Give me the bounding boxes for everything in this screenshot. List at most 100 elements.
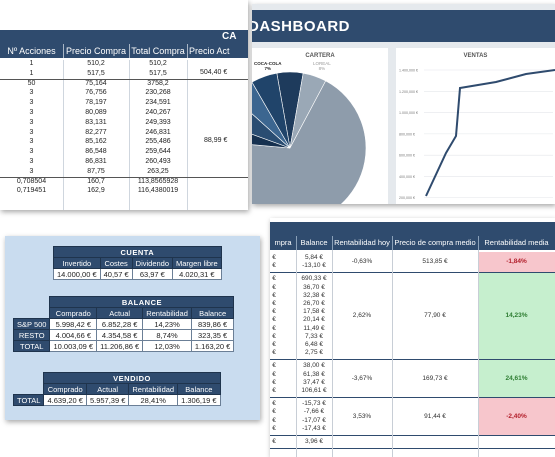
rentabilidad-media-value: 24,61%: [505, 374, 528, 382]
table-row: 3 82,277 246,831: [29, 128, 171, 136]
pie-label-loreal: LOREAL 8%: [313, 61, 331, 71]
table-row: 3 78,197 234,591: [29, 99, 171, 107]
col-header-compra[interactable]: mpra: [270, 236, 297, 250]
cuenta-costes: 40,57 €: [99, 268, 133, 280]
compra-cell: €: [272, 349, 276, 357]
rent-hoy-cell: -3,67%: [351, 374, 373, 382]
compra-cell: €: [272, 408, 276, 416]
column-divider: [332, 250, 333, 457]
table-row: 0,719451 162,9 116,4380019: [16, 187, 179, 195]
account-summary-panel: CUENTA Invertido Costes Dividendo Margen…: [5, 236, 260, 420]
purchases-table-body: 1 510,2 510,2 1 517,5 517,5 50 75,164 3758,2 3 76,…: [0, 60, 248, 197]
vendido-table: VENDIDO Comprado Actual Rentabilidad Bal…: [12, 372, 221, 406]
compra-cell: €: [272, 275, 276, 283]
rentabilidad-media-cell: 14,23%: [478, 273, 555, 360]
compra-cell: €: [272, 416, 276, 424]
cuenta-table: CUENTA Invertido Costes Dividendo Margen…: [53, 246, 222, 280]
rent-hoy-cell: 2,62%: [352, 312, 372, 320]
compra-cell: €: [272, 262, 276, 270]
compra-cell: €: [272, 387, 276, 394]
balance-cell: 5,84 €: [304, 254, 324, 261]
vendido-header-actual: Actual: [85, 383, 130, 395]
profitability-table-panel: mpra Balance Rentabilidad hoy Precio de …: [270, 218, 555, 457]
purchases-table-panel: CA Nº Acciones Precio Compra Total Compr…: [0, 0, 248, 210]
balance-header-comprado: Comprado: [49, 307, 98, 319]
vendido-header-balance: Balance: [177, 383, 221, 395]
compra-cell: €: [272, 291, 276, 299]
precio-actual-1: 504,40 €: [200, 69, 228, 76]
pie-slice: [252, 72, 291, 149]
precio-medio-cell: 513,85 €: [422, 258, 448, 266]
cuenta-header-margen: Margen libre: [172, 257, 222, 269]
balance-cell: 6,48 €: [304, 341, 324, 348]
compra-cell: €: [272, 370, 276, 378]
compra-cell: €: [272, 324, 276, 332]
col-header-precio-compra[interactable]: Precio Compra: [63, 44, 130, 58]
col-header-rentabilidad-hoy[interactable]: Rentabilidad hoy: [332, 236, 393, 250]
compra-cell: €: [272, 438, 276, 445]
balance-cell: 61,38 €: [303, 370, 325, 378]
rentabilidad-media-cell: -2,40%: [478, 398, 555, 435]
compra-cell: €: [272, 341, 276, 348]
table-row: RESTO 4.004,66 € 4.354,58 € 8,74% 323,35…: [12, 329, 235, 341]
compra-cell: €: [272, 332, 276, 340]
balance-cell: 36,70 €: [303, 283, 325, 291]
precio-medio-cell: 77,90 €: [424, 312, 446, 320]
balance-cell: -15,73 €: [302, 400, 326, 408]
table-row: 3 76,756 230,268: [29, 89, 171, 97]
rentabilidad-media-cell: [478, 436, 555, 449]
table-row: 0,708504 160,7 113,8565928: [16, 177, 179, 185]
balance-cell: 3,96 €: [304, 438, 324, 445]
rentabilidad-media-value: -2,40%: [506, 412, 527, 420]
dashboard-title: DASHBOARD: [252, 18, 350, 35]
table-row: S&P 500 5.998,42 € 6.852,28 € 14,23% 839…: [12, 318, 235, 330]
compra-cell: €: [272, 254, 276, 261]
balance-cell: 37,47 €: [303, 378, 325, 386]
table-row: 3 87,75 263,25: [29, 167, 169, 175]
table-row: 50 75,164 3758,2: [27, 79, 169, 87]
precio-actual-2: 88,99 €: [204, 137, 228, 144]
precio-medio-cell: 169,73 €: [422, 374, 448, 382]
cuenta-header-dividendo: Dividendo: [131, 257, 174, 269]
rentabilidad-media-value: 14,23%: [505, 312, 528, 320]
cuenta-header-costes: Costes: [99, 257, 133, 269]
balance-header-balance: Balance: [190, 307, 235, 319]
dashboard-panel: DASHBOARD CARTERA COCA-COLA 7% LOREAL 8%…: [252, 4, 555, 204]
balance-cell: 38,00 €: [303, 362, 325, 370]
col-header-precio-medio[interactable]: Precio de compra medio: [392, 236, 479, 250]
y-tick-label: 200,000 €: [399, 196, 415, 200]
cuenta-invertido: 14.000,00 €: [53, 268, 101, 280]
col-header-acciones[interactable]: Nº Acciones: [0, 44, 64, 58]
purchases-table-header: Nº Acciones Precio Compra Total Compra P…: [0, 44, 248, 58]
balance-cell: -7,66 €: [303, 408, 325, 416]
col-header-balance[interactable]: Balance: [296, 236, 333, 250]
y-tick-label: 800,000 €: [399, 132, 415, 136]
purchases-table-title-bar: CA: [0, 30, 248, 44]
table-row: 1 517,5 517,5: [29, 69, 167, 77]
balance-cell: 690,33 €: [301, 275, 327, 283]
group-separator: [270, 272, 555, 274]
compra-cell: €: [272, 400, 276, 408]
table-row: 3 80,089 240,267: [29, 108, 171, 116]
col-header-total-compra[interactable]: Total Compra: [129, 44, 188, 58]
profitability-table-header: mpra Balance Rentabilidad hoy Precio de …: [270, 236, 555, 250]
ventas-title: VENTAS: [463, 53, 488, 59]
cuenta-margen: 4.020,31 €: [172, 268, 222, 280]
balance-cell: 106,61 €: [301, 387, 327, 394]
balance-header-rentabilidad: Rentabilidad: [142, 307, 192, 319]
col-header-rentabilidad-media[interactable]: Rentabilidad media: [478, 236, 555, 250]
ventas-card: VENTAS 1.400,000 € 1.200,000 € 1.000,000 €…: [396, 48, 555, 204]
compra-cell: €: [272, 362, 276, 370]
cartera-card: CARTERA COCA-COLA 7% LOREAL 8%: [252, 48, 388, 204]
cuenta-title: CUENTA: [53, 246, 222, 258]
col-header-precio-actual[interactable]: Precio Act: [187, 44, 248, 58]
pie-label-cocacola: COCA-COLA 7%: [254, 61, 282, 71]
rentabilidad-media-value: -1,84%: [506, 258, 527, 266]
balance-cell: 26,70 €: [303, 300, 325, 307]
purchases-table-title: CA: [222, 31, 237, 42]
compra-cell: €: [272, 316, 276, 324]
balance-cell: 2,75 €: [304, 349, 324, 357]
compra-cell: €: [272, 300, 276, 307]
y-tick-label: 400,000 €: [399, 175, 415, 179]
ventas-line-chart: 1.400,000 € 1.200,000 € 1.000,000 € 800,000…: [399, 69, 555, 200]
